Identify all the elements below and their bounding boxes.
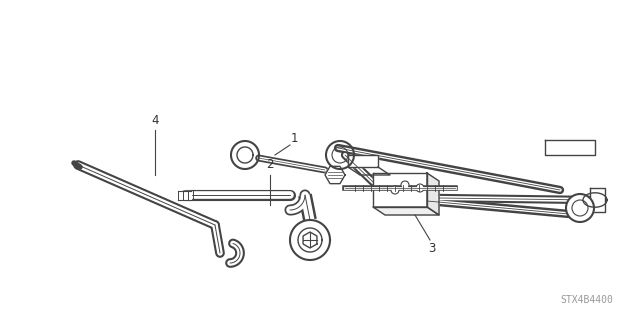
Text: 4: 4 bbox=[151, 114, 159, 127]
Polygon shape bbox=[590, 188, 605, 212]
Circle shape bbox=[416, 184, 424, 192]
Polygon shape bbox=[427, 173, 439, 215]
Text: 2: 2 bbox=[266, 159, 274, 172]
Circle shape bbox=[401, 181, 409, 189]
Polygon shape bbox=[298, 228, 322, 252]
Polygon shape bbox=[348, 155, 378, 167]
Polygon shape bbox=[237, 147, 253, 163]
Circle shape bbox=[391, 186, 399, 194]
Polygon shape bbox=[373, 207, 439, 215]
Polygon shape bbox=[373, 173, 427, 207]
Text: STX4B4400: STX4B4400 bbox=[560, 295, 613, 305]
Polygon shape bbox=[290, 220, 330, 260]
Polygon shape bbox=[176, 191, 191, 199]
Circle shape bbox=[566, 194, 594, 222]
Text: 3: 3 bbox=[428, 241, 436, 255]
Polygon shape bbox=[545, 140, 607, 148]
Text: 1: 1 bbox=[291, 131, 298, 145]
Polygon shape bbox=[325, 166, 345, 184]
